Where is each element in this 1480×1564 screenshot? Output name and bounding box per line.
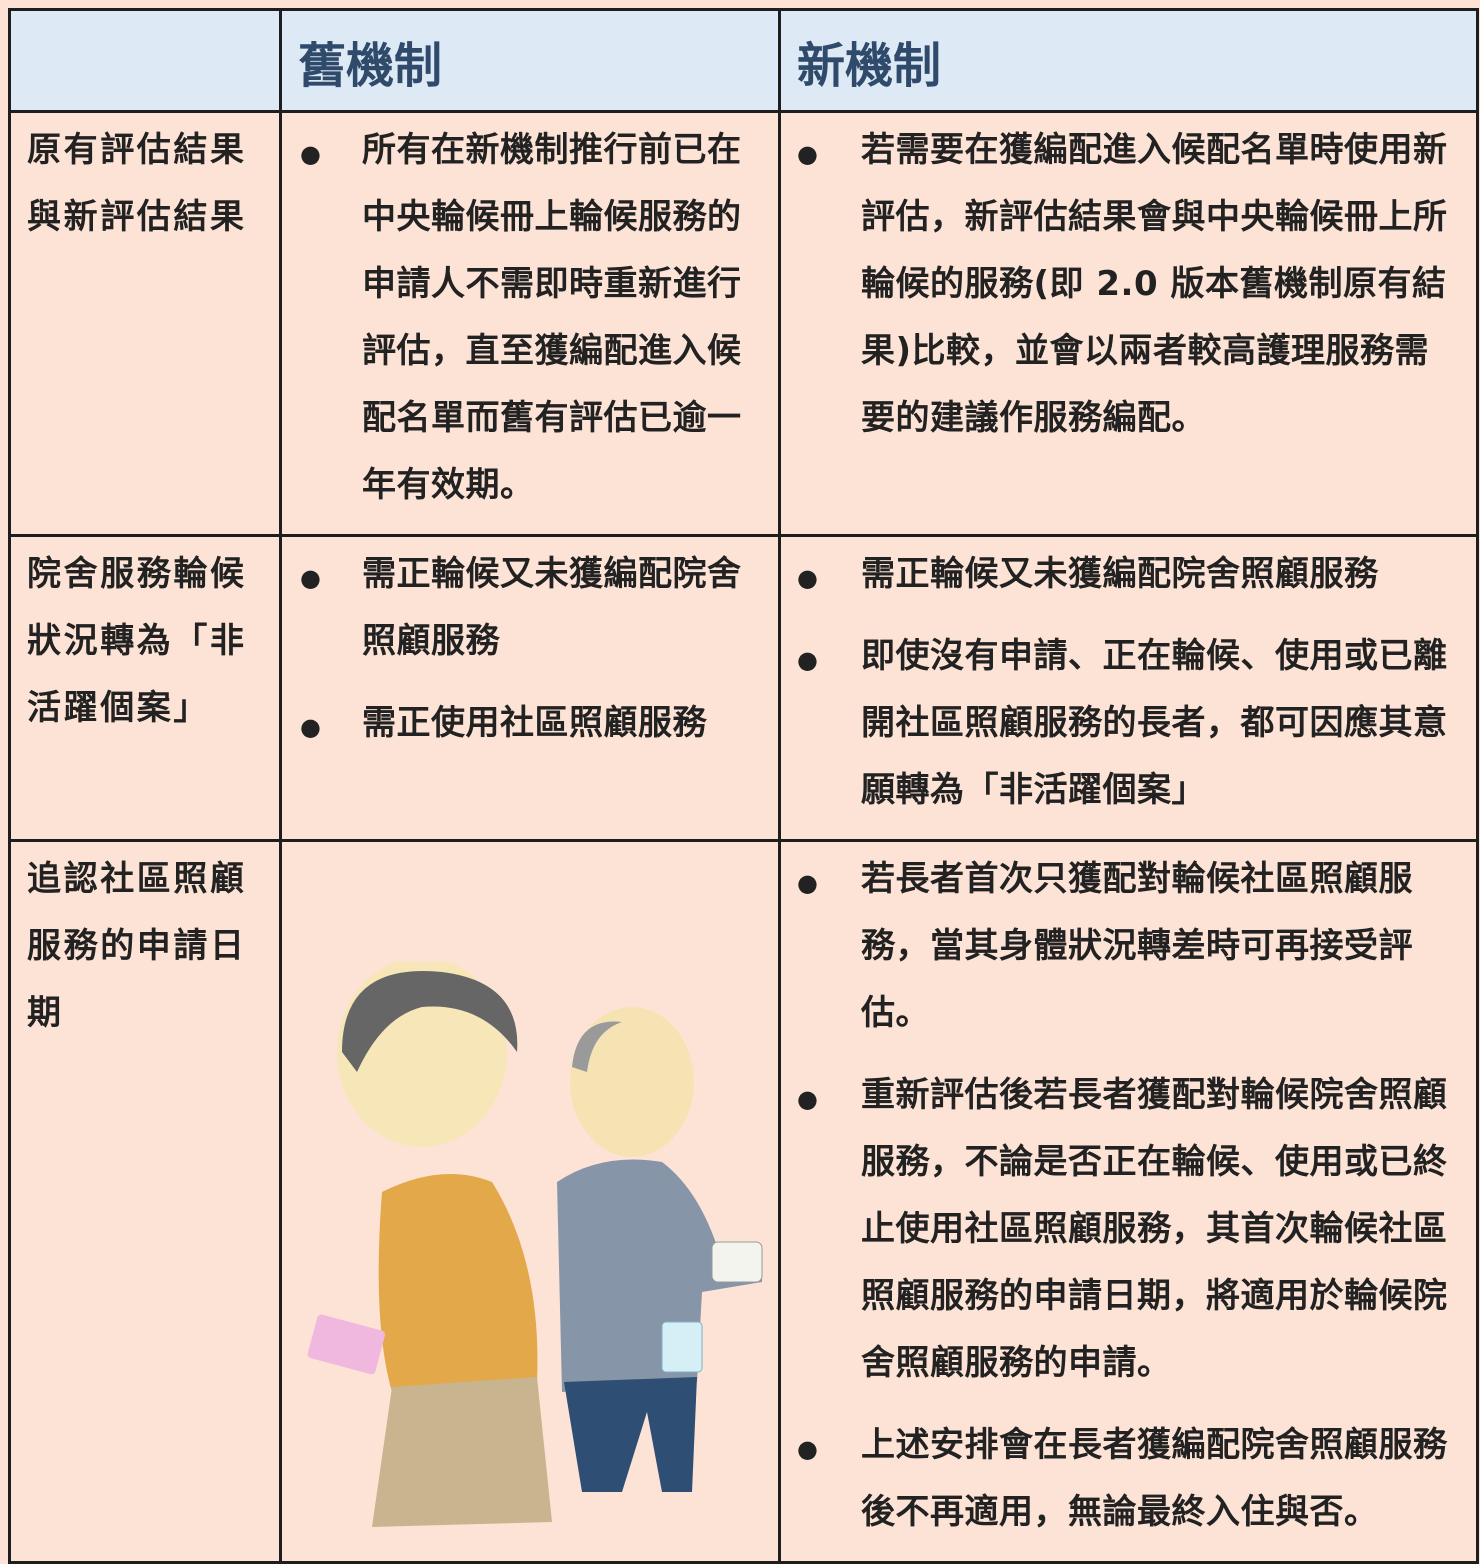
bullet-item: 需正輪候又未獲編配院舍照顧服務 bbox=[797, 541, 1453, 612]
row-label-cell: 院舍服務輪候狀況轉為「非活躍個案」 bbox=[8, 534, 282, 842]
new-cell: 若長者首次只獲配對輪候社區照顧服務，當其身體狀況轉差時可再接受評估。重新評估後若… bbox=[778, 839, 1479, 1564]
comparison-table: 舊機制 新機制 原有評估結果與新評估結果 所有在新機制推行前已在中央輪候冊上輪候… bbox=[8, 8, 1479, 1564]
woman-skirt bbox=[372, 1377, 552, 1527]
bullet-list: 所有在新機制推行前已在中央輪候冊上輪候服務的申請人不需即時重新進行評估，直至獲編… bbox=[282, 113, 778, 519]
bullet-list: 若長者首次只獲配對輪候社區照顧服務，當其身體狀況轉差時可再接受評估。重新評估後若… bbox=[781, 842, 1476, 1546]
page: 舊機制 新機制 原有評估結果與新評估結果 所有在新機制推行前已在中央輪候冊上輪候… bbox=[0, 0, 1480, 1501]
bullet-item: 重新評估後若長者獲配對輪候院舍照顧服務，不論是否正在輪候、使用或已終止使用社區照… bbox=[797, 1062, 1453, 1397]
old-cell bbox=[279, 839, 781, 1564]
corner-cell bbox=[8, 8, 282, 113]
row: 原有評估結果與新評估結果 所有在新機制推行前已在中央輪候冊上輪候服務的申請人不需… bbox=[8, 110, 1479, 537]
woman-hair bbox=[342, 971, 518, 1072]
column-header: 新機制 bbox=[778, 8, 1479, 113]
card bbox=[711, 1241, 763, 1283]
bullet-list: 需正輪候又未獲編配院舍照顧服務即使沒有申請、正在輪候、使用或已離開社區照顧服務的… bbox=[781, 537, 1476, 824]
old-cell: 所有在新機制推行前已在中央輪候冊上輪候服務的申請人不需即時重新進行評估，直至獲編… bbox=[279, 110, 781, 537]
illustration bbox=[307, 962, 763, 1527]
bullet-list: 需正輪候又未獲編配院舍照顧服務需正使用社區照顧服務 bbox=[282, 537, 778, 761]
column-header: 舊機制 bbox=[279, 8, 781, 113]
new-cell: 需正輪候又未獲編配院舍照顧服務即使沒有申請、正在輪候、使用或已離開社區照顧服務的… bbox=[778, 534, 1479, 842]
row-label-cell: 追認社區照顧服務的申請日期 bbox=[8, 839, 282, 1564]
bullet-item: 所有在新機制推行前已在中央輪候冊上輪候服務的申請人不需即時重新進行評估，直至獲編… bbox=[300, 117, 747, 519]
cup bbox=[661, 1321, 703, 1373]
old-cell: 需正輪候又未獲編配院舍照顧服務需正使用社區照顧服務 bbox=[279, 534, 781, 842]
bullet-item: 若需要在獲編配進入候配名單時使用新評估，新評估結果會與中央輪候冊上所輪候的服務(… bbox=[797, 117, 1453, 452]
row-label: 原有評估結果與新評估結果 bbox=[27, 130, 247, 237]
bullet-item: 需正使用社區照顧服務 bbox=[300, 690, 747, 761]
woman-paper bbox=[307, 1314, 386, 1375]
row: 追認社區照顧服務的申請日期 若長者首次只獲配對輪候社區照顧服務，當其身體狀況轉差… bbox=[8, 839, 1479, 1564]
row: 院舍服務輪候狀況轉為「非活躍個案」 需正輪候又未獲編配院舍照顧服務需正使用社區照… bbox=[8, 534, 1479, 842]
bullet-item: 需正輪候又未獲編配院舍照顧服務 bbox=[300, 541, 747, 675]
bullet-list bbox=[282, 842, 778, 846]
row-label: 追認社區照顧服務的申請日期 bbox=[27, 859, 247, 1033]
man-hair bbox=[572, 1021, 622, 1072]
header-row: 舊機制 新機制 bbox=[8, 8, 1479, 113]
row-label-cell: 原有評估結果與新評估結果 bbox=[8, 110, 282, 537]
new-cell: 若需要在獲編配進入候配名單時使用新評估，新評估結果會與中央輪候冊上所輪候的服務(… bbox=[778, 110, 1479, 537]
bullet-item: 即使沒有申請、正在輪候、使用或已離開社區照顧服務的長者，都可因應其意願轉為「非活… bbox=[797, 623, 1453, 824]
woman-blouse bbox=[378, 1174, 538, 1392]
man-shirt bbox=[557, 1159, 762, 1392]
bullet-item: 若長者首次只獲配對輪候社區照顧服務，當其身體狀況轉差時可再接受評估。 bbox=[797, 846, 1453, 1047]
man-trousers bbox=[564, 1377, 697, 1492]
bullet-item: 上述安排會在長者獲編配院舍照顧服務後不再適用，無論最終入住與否。 bbox=[797, 1412, 1453, 1546]
man-head bbox=[570, 1007, 694, 1157]
row-label: 院舍服務輪候狀況轉為「非活躍個案」 bbox=[27, 554, 247, 728]
bullet-list: 若需要在獲編配進入候配名單時使用新評估，新評估結果會與中央輪候冊上所輪候的服務(… bbox=[781, 113, 1476, 452]
